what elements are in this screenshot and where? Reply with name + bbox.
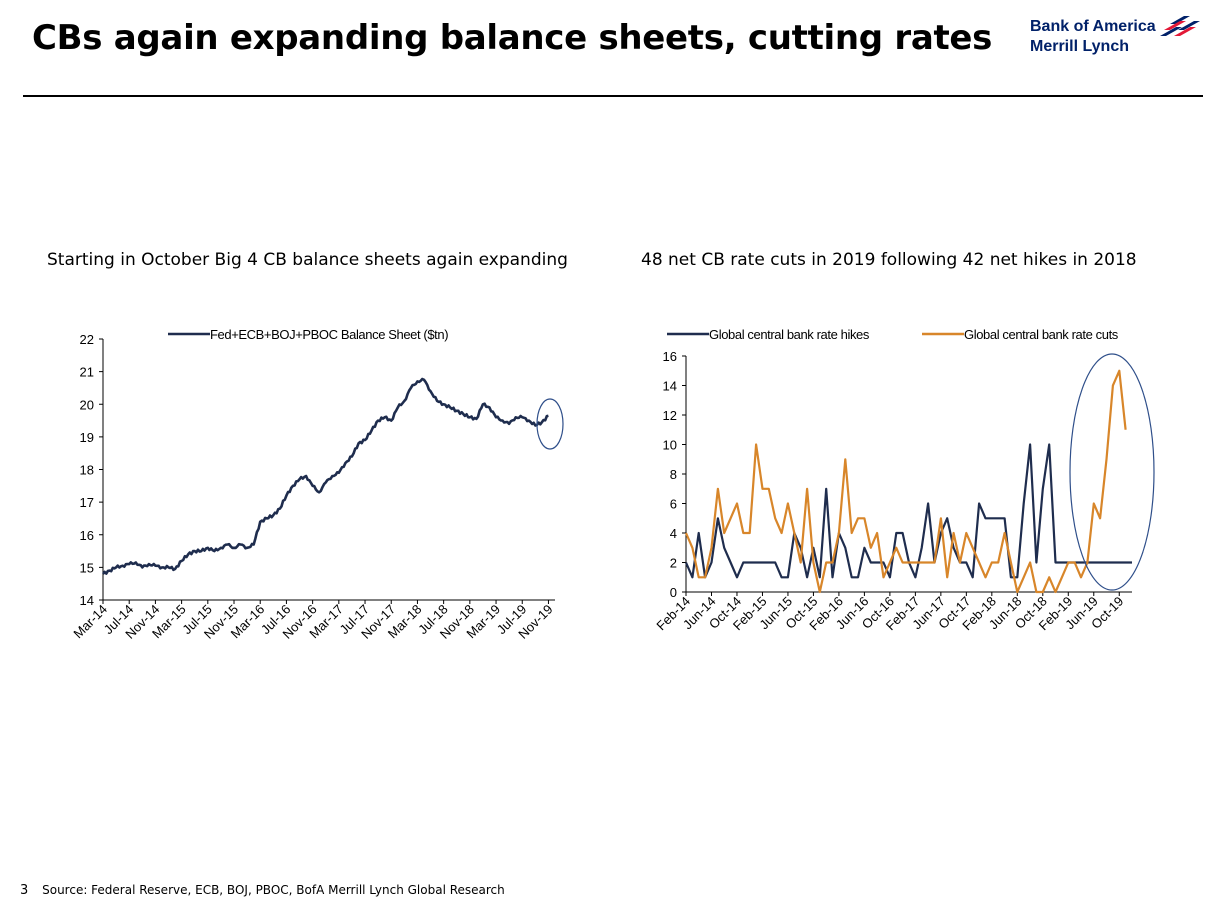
left-chart-title: Starting in October Big 4 CB balance she… (47, 250, 568, 270)
y-tick-label: 2 (670, 556, 677, 571)
y-tick-label: 18 (80, 463, 94, 478)
y-tick-label: 16 (663, 349, 677, 364)
y-tick-label: 15 (80, 560, 94, 575)
right-chart-title: 48 net CB rate cuts in 2019 following 42… (641, 250, 1137, 270)
rate-changes-chart: 0246810121416Feb-14Jun-14Oct-14Feb-15Jun… (653, 327, 1155, 633)
y-tick-label: 19 (80, 430, 94, 445)
y-tick-label: 14 (663, 379, 677, 394)
legend-label: Fed+ECB+BOJ+PBOC Balance Sheet ($tn) (210, 327, 448, 342)
title-divider (23, 95, 1203, 97)
y-tick-label: 0 (670, 585, 677, 600)
page-number: 3 (20, 883, 29, 898)
logo-text-line2: Merrill Lynch (1030, 38, 1129, 55)
y-tick-label: 12 (663, 408, 677, 423)
page-title: CBs again expanding balance sheets, cutt… (32, 18, 993, 58)
source-note: Source: Federal Reserve, ECB, BOJ, PBOC,… (42, 883, 505, 897)
y-tick-label: 8 (670, 467, 677, 482)
highlight-ellipse (536, 398, 564, 450)
y-tick-label: 4 (670, 526, 677, 541)
y-tick-label: 20 (80, 397, 94, 412)
y-tick-label: 10 (663, 438, 677, 453)
highlight-ellipse (1069, 353, 1155, 591)
y-tick-label: 6 (670, 497, 677, 512)
legend-label: Global central bank rate cuts (964, 327, 1119, 342)
series-line-0 (101, 377, 549, 575)
flag-icon (1160, 16, 1200, 36)
y-tick-label: 22 (80, 332, 94, 347)
balance-sheet-chart: 141516171819202122Mar-14Jul-14Nov-14Mar-… (70, 327, 564, 642)
logo-text-line1: Bank of America (1030, 18, 1156, 35)
y-tick-label: 21 (80, 365, 94, 380)
bank-logo: Bank of America Merrill Lynch (1030, 14, 1202, 62)
footer: 3 Source: Federal Reserve, ECB, BOJ, PBO… (20, 883, 505, 898)
y-tick-label: 14 (80, 593, 94, 608)
legend-label: Global central bank rate hikes (709, 327, 870, 342)
series-line-0 (684, 443, 1132, 579)
y-tick-label: 17 (80, 495, 94, 510)
series-line-1 (684, 369, 1127, 594)
y-tick-label: 16 (80, 528, 94, 543)
